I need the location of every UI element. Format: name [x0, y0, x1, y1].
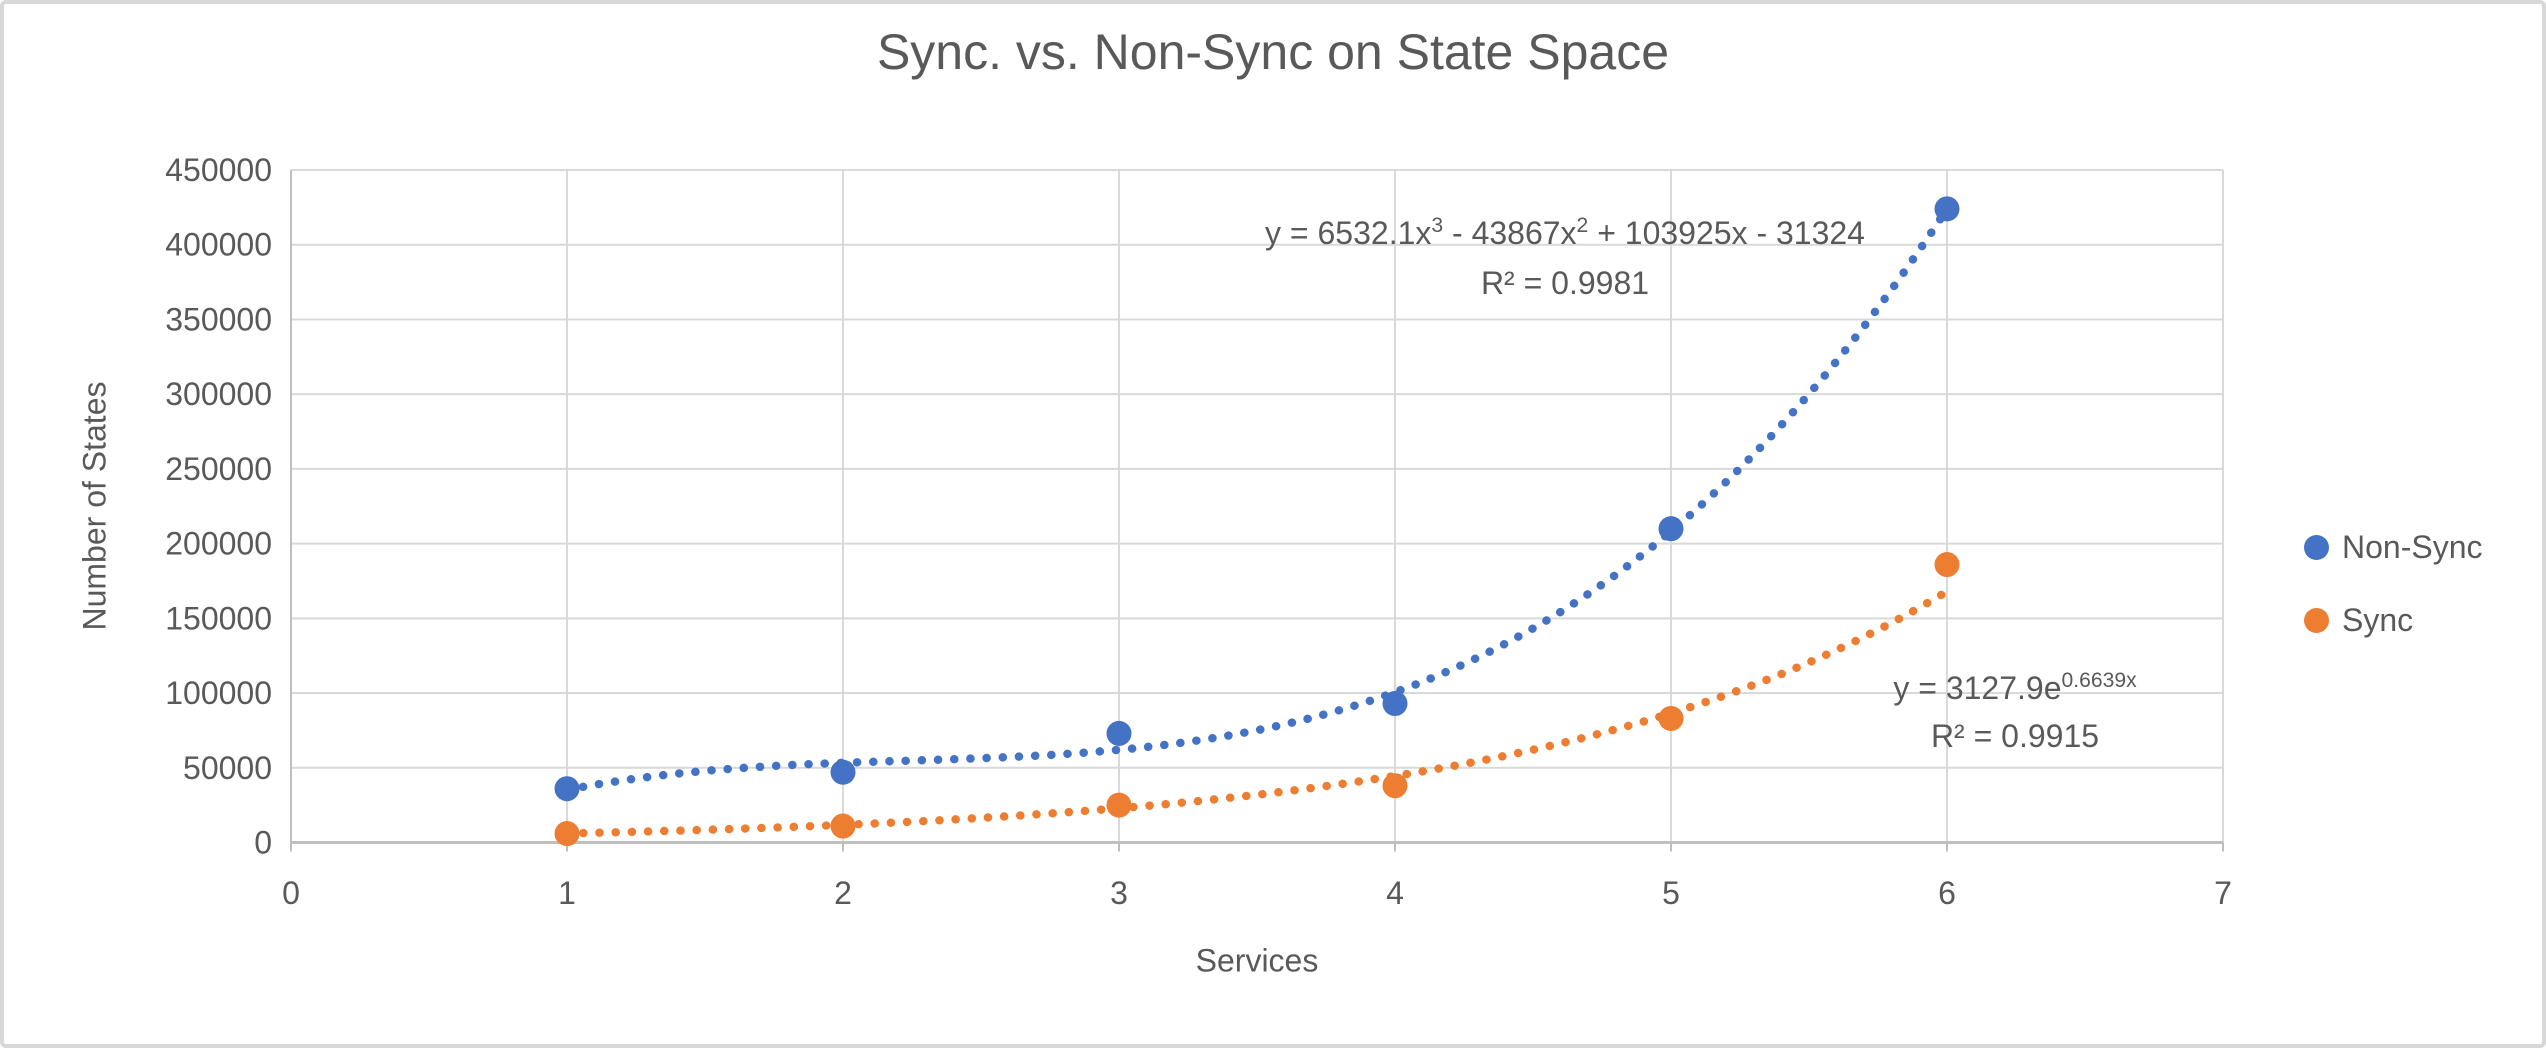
x-tick-label: 0: [282, 875, 300, 911]
y-tick-label: 150000: [165, 600, 272, 636]
y-tick-label: 250000: [165, 451, 272, 487]
legend-marker-sync-icon: [2304, 607, 2329, 633]
marker-sync: [1658, 705, 1684, 731]
y-tick-label: 200000: [165, 526, 272, 562]
x-tick-label: 2: [834, 875, 852, 911]
y-tick-label: 100000: [165, 675, 272, 711]
marker-sync: [1934, 552, 1960, 578]
trendline-non-sync: [562, 204, 1952, 794]
marker-non-sync: [1106, 720, 1132, 746]
y-tick-label: 450000: [165, 152, 272, 188]
y-tick-label: 50000: [183, 750, 272, 786]
marker-sync: [1106, 792, 1132, 818]
legend-label-sync: Sync: [2342, 601, 2414, 638]
trendline-r2-sync: R² = 0.9915: [1930, 718, 2100, 754]
marker-non-sync: [1382, 691, 1408, 717]
y-axis-title: Number of States: [76, 381, 113, 631]
legend-label-non-sync: Non-Sync: [2342, 528, 2483, 565]
x-tick-label: 4: [1386, 875, 1404, 911]
legend-marker-non-sync-icon: [2304, 534, 2329, 560]
x-tick-label: 7: [2214, 875, 2232, 911]
marker-non-sync: [554, 776, 580, 802]
trendline-r2-non-sync: R² = 0.9981: [1480, 265, 1650, 301]
x-axis-title: Services: [1195, 942, 1319, 979]
trendline-label-sync: y = 3127.9e0.6639x R² = 0.9915: [1893, 664, 2136, 760]
trendline-sync: [562, 587, 1952, 838]
marker-sync: [830, 813, 856, 839]
trendline-equation-sync: y = 3127.9e0.6639x: [1893, 669, 2137, 706]
marker-sync: [554, 821, 580, 847]
marker-non-sync: [1934, 196, 1960, 222]
legend-item-sync: Sync: [2304, 602, 2483, 638]
x-tick-label: 1: [558, 875, 576, 911]
x-tick-label: 5: [1662, 875, 1680, 911]
marker-non-sync: [830, 759, 856, 785]
trendline-label-non-sync: y = 6532.1x3 - 43867x2 + 103925x - 31324…: [1265, 208, 1865, 308]
x-tick-label: 3: [1110, 875, 1128, 911]
trendline-equation-non-sync: y = 6532.1x3 - 43867x2 + 103925x - 31324: [1265, 214, 1865, 251]
y-tick-label: 0: [254, 825, 272, 861]
y-tick-label: 300000: [165, 376, 272, 412]
marker-non-sync: [1658, 516, 1684, 542]
legend-item-non-sync: Non-Sync: [2304, 529, 2483, 565]
y-tick-label: 350000: [165, 301, 272, 337]
chart-title: Sync. vs. Non-Sync on State Space: [876, 24, 1670, 80]
marker-sync: [1382, 773, 1408, 799]
y-tick-label: 400000: [165, 227, 272, 263]
legend: Non-Sync Sync: [2304, 529, 2483, 638]
x-tick-label: 6: [1938, 875, 1956, 911]
